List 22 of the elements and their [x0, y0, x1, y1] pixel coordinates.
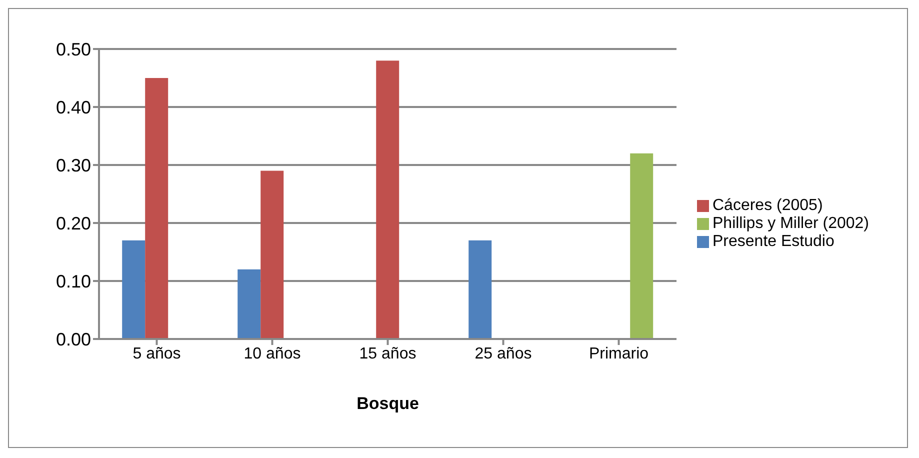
x-tick-label: 10 años	[244, 345, 301, 362]
bar	[376, 60, 400, 339]
x-axis-title: Bosque	[356, 394, 419, 413]
bar	[122, 240, 146, 339]
bar	[260, 170, 284, 339]
bar	[630, 153, 654, 339]
y-tick-label: 0.40	[56, 97, 91, 118]
legend-label: Presente Estudio	[712, 233, 834, 250]
y-tick-label: 0.00	[56, 329, 91, 350]
legend-label: Cáceres (2005)	[712, 197, 823, 214]
x-tick-label: 15 años	[359, 345, 416, 362]
y-tick-label: 0.50	[56, 39, 91, 60]
y-tick-label: 0.10	[56, 271, 91, 292]
bar	[468, 240, 492, 339]
legend-label: Phillips y Miller (2002)	[712, 215, 869, 232]
y-tick-label: 0.20	[56, 213, 91, 234]
x-tick-label: 25 años	[474, 345, 532, 362]
x-tick-label: 5 años	[132, 345, 181, 362]
y-tick-label: 0.30	[56, 155, 91, 176]
bar	[145, 78, 168, 339]
bar	[238, 269, 261, 339]
x-tick-label: Primario	[588, 345, 649, 362]
